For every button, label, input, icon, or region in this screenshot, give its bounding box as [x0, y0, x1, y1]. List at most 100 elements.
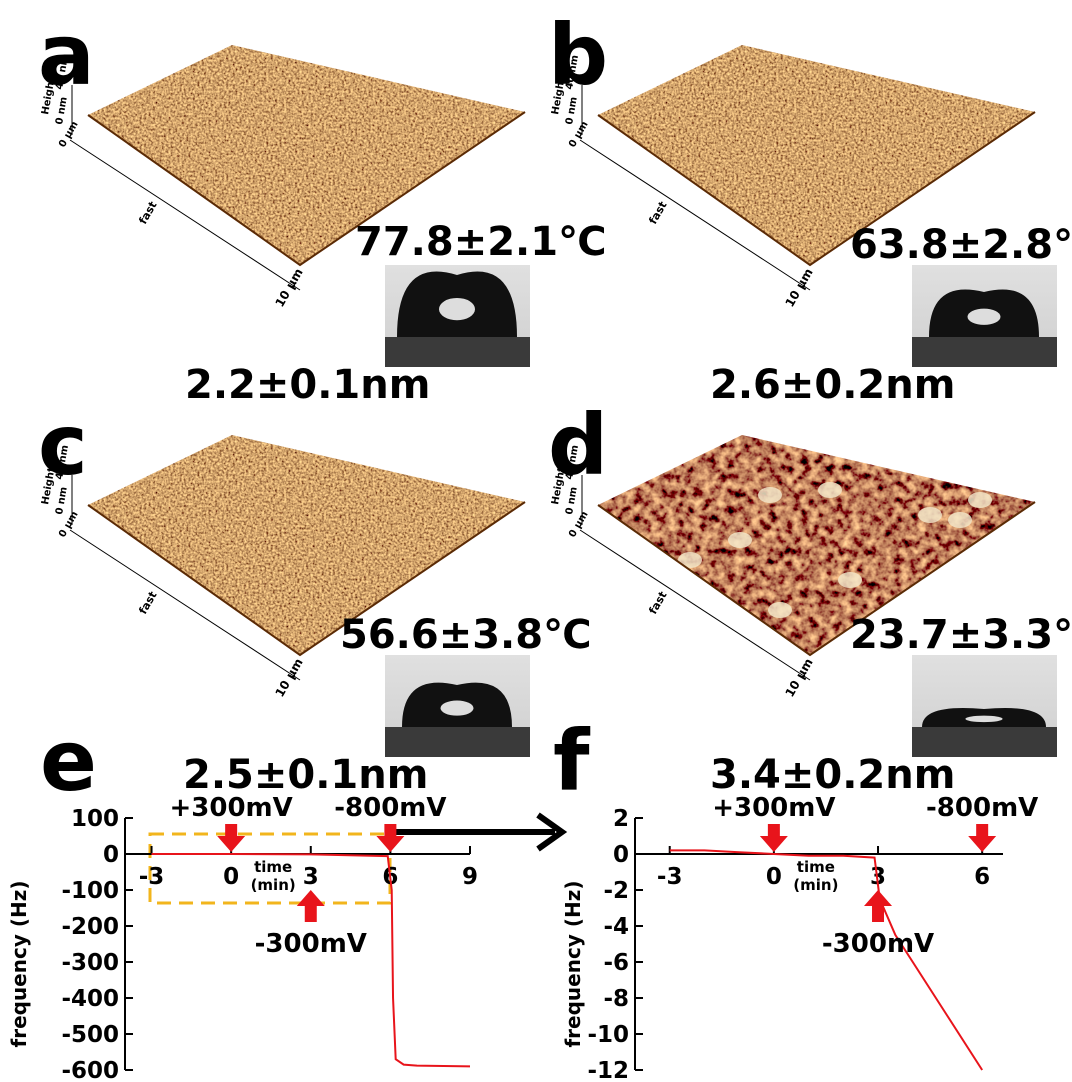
arrow	[968, 824, 997, 852]
contact-angle: 63.8±2.8℃	[850, 222, 1072, 268]
annotation-arrow: -300mV	[822, 890, 934, 959]
panel-letter: c	[38, 396, 88, 494]
axis-label: 10 µm	[272, 266, 305, 310]
y-tick-label: -4	[603, 914, 629, 940]
y-axis-label: frequency (Hz)	[561, 880, 585, 1047]
roughness: 3.4±0.2nm	[710, 752, 955, 798]
annotation-label: -300mV	[255, 929, 367, 959]
y-tick-label: -2	[603, 878, 629, 904]
panel-letter: e	[40, 712, 97, 810]
contact-angle: 23.7±3.3℃	[850, 612, 1072, 658]
surface-peak	[838, 572, 862, 588]
droplet-image	[912, 655, 1057, 757]
axis-label: fast	[646, 199, 669, 226]
annotation-label: -800mV	[334, 793, 446, 823]
x-tick-label: 0	[766, 864, 782, 890]
x-axis-label: time (min)	[793, 858, 838, 894]
annotation-label: +300mV	[712, 793, 835, 823]
annotation-label: -800mV	[926, 793, 1038, 823]
annotation-arrow: +300mV	[170, 793, 293, 852]
arrow	[296, 890, 325, 922]
roughness: 2.2±0.1nm	[185, 362, 430, 408]
highlight	[965, 715, 1003, 723]
y-tick-label: -400	[61, 986, 119, 1012]
surface-peak	[918, 507, 942, 523]
axis-label: 0 nm	[564, 96, 580, 125]
axis-line	[69, 529, 301, 681]
y-tick-label: -8	[603, 986, 629, 1012]
y-tick-label: -300	[61, 950, 119, 976]
annotation-arrow: -800mV	[334, 793, 447, 852]
axis-label: 10 µm	[782, 656, 815, 700]
surface-peak	[948, 512, 972, 528]
annotation-arrow: +300mV	[712, 793, 836, 852]
contact-angle: 56.6±3.8℃	[340, 612, 592, 658]
x-tick-label: 3	[870, 864, 886, 890]
annotation-label: -300mV	[822, 929, 934, 959]
surface-peak	[758, 487, 782, 503]
y-tick-label: 2	[613, 806, 629, 832]
axis-label: 0 nm	[54, 96, 70, 125]
y-tick-label: -6	[603, 950, 629, 976]
panel-letter: d	[548, 396, 608, 494]
substrate	[385, 727, 530, 757]
axis-line	[579, 529, 811, 681]
y-tick-label: -100	[61, 878, 119, 904]
roughness: 2.6±0.2nm	[710, 362, 955, 408]
annotation-label: +300mV	[170, 793, 293, 823]
droplet-image	[385, 655, 530, 757]
droplet-image	[385, 265, 530, 367]
roughness: 2.5±0.1nm	[183, 752, 428, 798]
arrow	[217, 824, 246, 852]
surface-peak	[678, 552, 702, 568]
axis-label: 10 µm	[272, 656, 305, 700]
y-tick-label: 0	[103, 842, 119, 868]
x-tick-label: 3	[303, 864, 319, 890]
contact-angle: 77.8±2.1℃	[355, 219, 607, 265]
y-tick-label: -200	[61, 914, 119, 940]
x-tick-label: 0	[223, 864, 239, 890]
highlight	[439, 297, 475, 321]
x-tick-label: 6	[974, 864, 990, 890]
x-tick-label: -3	[139, 864, 165, 890]
surface-peak	[728, 532, 752, 548]
x-axis-label: time (min)	[251, 858, 296, 894]
panel-letter: a	[38, 6, 95, 104]
surface-edge	[597, 111, 1036, 267]
y-tick-label: -600	[61, 1058, 119, 1082]
data-line	[669, 849, 984, 1071]
droplet-image	[912, 265, 1057, 367]
annotation-arrow: -800mV	[926, 793, 1038, 852]
transition-arrow	[395, 812, 568, 852]
data-line	[151, 853, 471, 1068]
panel-letter: f	[553, 712, 591, 810]
axis-label: 0 nm	[564, 486, 580, 515]
substrate	[912, 727, 1057, 757]
x-tick-label: -3	[657, 864, 683, 890]
axis-label: 0 nm	[54, 486, 70, 515]
axis-label: 10 µm	[782, 266, 815, 310]
y-tick-label: 100	[71, 806, 119, 832]
substrate	[385, 337, 530, 367]
arrow	[759, 824, 788, 852]
arrow	[864, 890, 893, 922]
surface-edge	[597, 501, 1036, 657]
axis-line	[69, 139, 301, 291]
axis-label: fast	[136, 589, 159, 616]
surface-peak	[818, 482, 842, 498]
y-tick-label: -10	[587, 1022, 629, 1048]
y-tick-label: -12	[587, 1058, 629, 1082]
axis-line	[579, 139, 811, 291]
surface-edge	[87, 111, 526, 267]
axis-label: fast	[646, 589, 669, 616]
surface-peak	[968, 492, 992, 508]
surface-edge	[87, 501, 526, 657]
surface-peak	[883, 452, 907, 468]
annotation-arrow: -300mV	[255, 890, 367, 959]
y-axis-label: frequency (Hz)	[7, 880, 31, 1047]
